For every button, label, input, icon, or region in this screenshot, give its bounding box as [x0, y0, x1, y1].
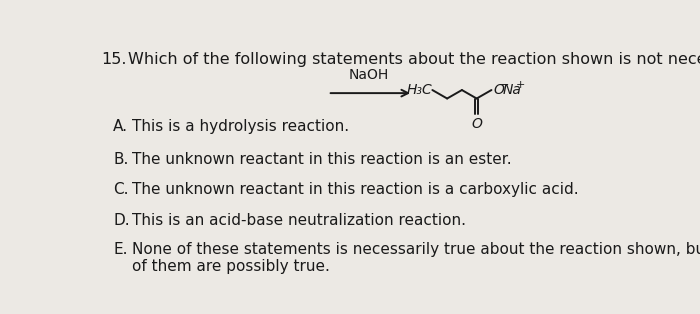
Text: D.: D. [113, 213, 130, 228]
Text: This is a hydrolysis reaction.: This is a hydrolysis reaction. [132, 118, 349, 133]
Text: −: − [500, 80, 510, 90]
Text: B.: B. [113, 152, 129, 167]
Text: O: O [471, 117, 482, 131]
Text: 15.: 15. [102, 51, 127, 67]
Text: The unknown reactant in this reaction is a carboxylic acid.: The unknown reactant in this reaction is… [132, 182, 579, 198]
Text: This is an acid-base neutralization reaction.: This is an acid-base neutralization reac… [132, 213, 466, 228]
Text: H₃C: H₃C [407, 83, 433, 97]
Text: Which of the following statements about the reaction shown is not necessarily tr: Which of the following statements about … [128, 51, 700, 67]
Text: None of these statements is necessarily true about the reaction shown, but ALL
o: None of these statements is necessarily … [132, 242, 700, 274]
Text: C.: C. [113, 182, 129, 198]
Text: +: + [516, 80, 526, 90]
Text: E.: E. [113, 242, 127, 257]
Text: A.: A. [113, 118, 128, 133]
Text: O: O [493, 83, 504, 97]
Text: NaOH: NaOH [349, 68, 389, 82]
Text: The unknown reactant in this reaction is an ester.: The unknown reactant in this reaction is… [132, 152, 512, 167]
Text: Na: Na [503, 83, 522, 97]
